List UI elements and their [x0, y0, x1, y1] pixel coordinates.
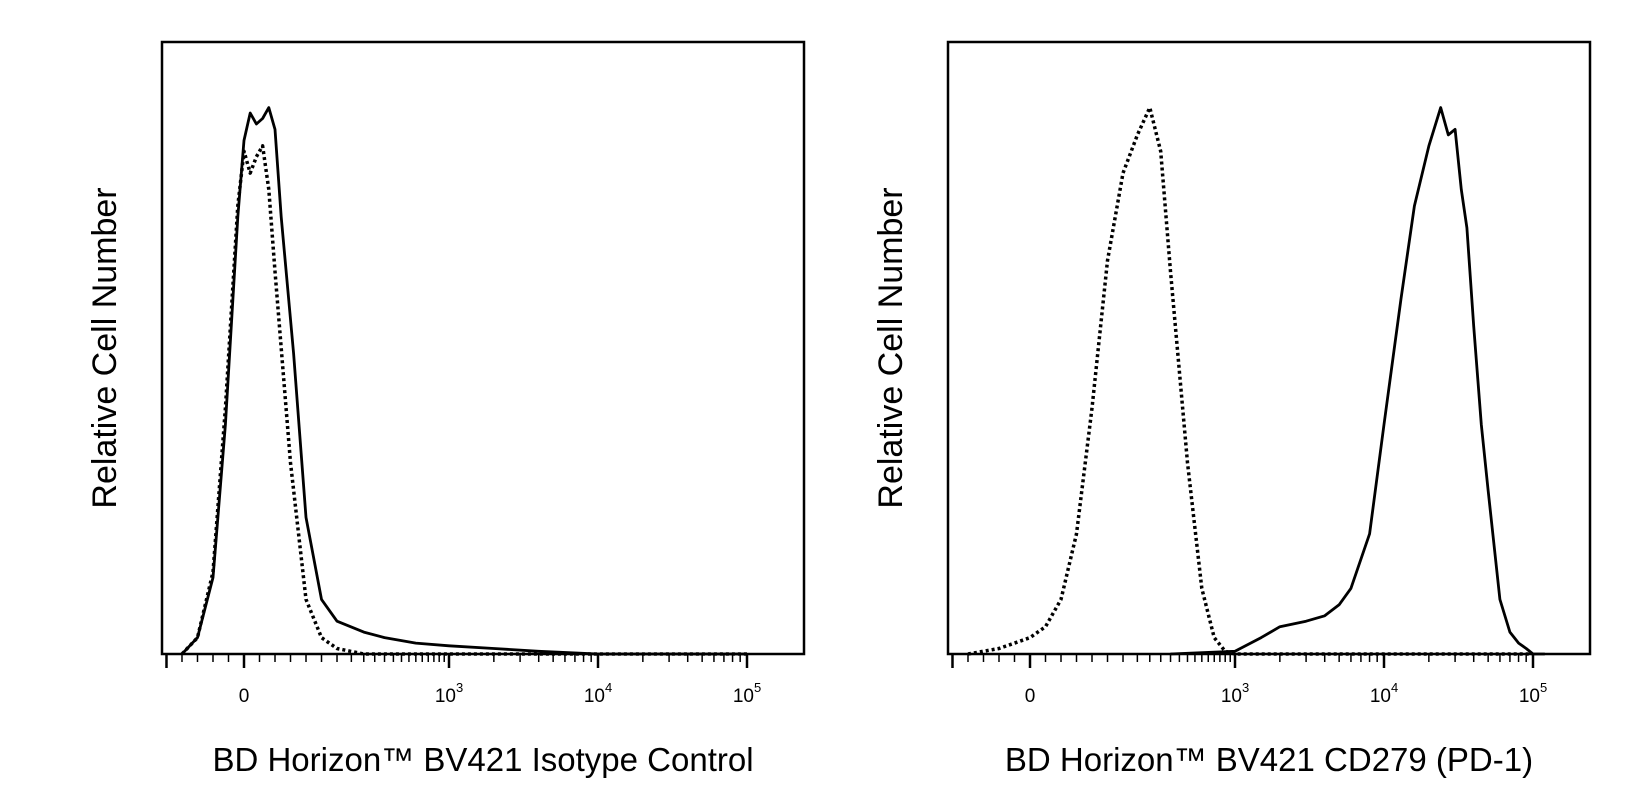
x-axis-ticks: [165, 654, 749, 668]
tick-label-base: 10: [1221, 686, 1242, 707]
tick-label-exponent: 5: [1540, 680, 1547, 695]
plot-area: 0 103 104 105: [165, 106, 761, 707]
plot-area: 0 103 104 105: [951, 105, 1547, 707]
series-dotted-line: [967, 105, 1533, 656]
x-axis-ticks: [951, 654, 1535, 668]
tick-label-exponent: 5: [754, 680, 761, 695]
x-tick-label: 104: [1370, 680, 1398, 707]
plot-frame: [160, 40, 806, 656]
series-dotted-line: [180, 144, 747, 656]
x-tick-label: 105: [1519, 680, 1547, 707]
y-axis-title: Relative Cell Number: [86, 187, 124, 508]
tick-label-exponent: 4: [1391, 680, 1398, 695]
plot-frame: [946, 40, 1592, 656]
x-axis-title: BD Horizon™ BV421 Isotype Control: [212, 741, 753, 778]
x-tick-label: 0: [239, 686, 250, 707]
tick-label-exponent: 3: [456, 680, 463, 695]
tick-label-exponent: 4: [605, 680, 612, 695]
series-solid-line: [1170, 106, 1545, 656]
tick-label-base: 0: [1025, 686, 1036, 707]
series-solid-line: [180, 106, 747, 656]
x-tick-label: 104: [584, 680, 612, 707]
x-tick-label: 105: [733, 680, 761, 707]
tick-label-exponent: 3: [1242, 680, 1249, 695]
panel-cd279: 0 103 104 105 Relative Cell Number BD Horiz…: [872, 40, 1592, 778]
x-tick-label: 103: [1221, 680, 1249, 707]
tick-label-base: 10: [733, 686, 754, 707]
tick-label-base: 10: [435, 686, 456, 707]
panel-isotype-control: 0 103 104 105 Relative Cell Number BD Horiz…: [86, 40, 806, 778]
tick-label-base: 10: [1519, 686, 1540, 707]
x-axis-title: BD Horizon™ BV421 CD279 (PD-1): [1005, 741, 1533, 778]
tick-label-base: 10: [584, 686, 605, 707]
tick-label-base: 10: [1370, 686, 1391, 707]
tick-label-base: 0: [239, 686, 250, 707]
x-tick-label: 0: [1025, 686, 1036, 707]
x-tick-label: 103: [435, 680, 463, 707]
y-axis-title: Relative Cell Number: [872, 187, 910, 508]
